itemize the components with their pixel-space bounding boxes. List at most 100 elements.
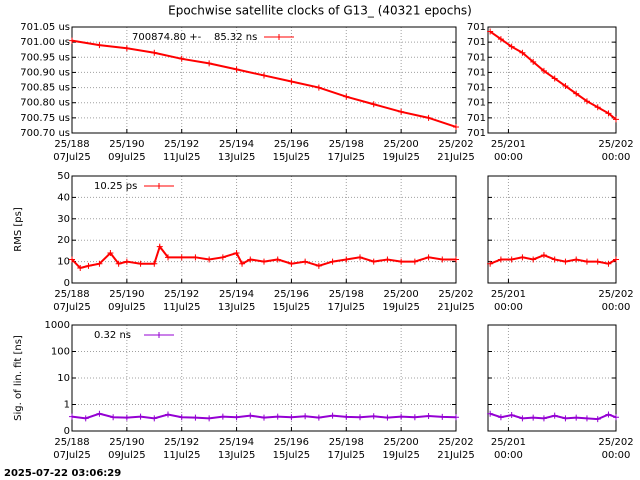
y-tick-label: 0 xyxy=(64,426,70,437)
data-point xyxy=(233,414,240,421)
y-tick-label: 700.70 us xyxy=(20,128,70,139)
data-point xyxy=(165,254,171,261)
data-point xyxy=(540,67,547,74)
x-tick-sublabel: 19Jul25 xyxy=(382,302,420,313)
data-point xyxy=(508,412,515,419)
data-point xyxy=(398,413,405,420)
data-point xyxy=(192,414,199,421)
data-point xyxy=(288,260,295,267)
data-point xyxy=(487,260,494,267)
data-point xyxy=(137,260,144,267)
x-tick-label: 25/190 xyxy=(109,139,144,150)
data-point xyxy=(508,43,515,50)
x-tick-label: 25/196 xyxy=(274,289,309,300)
x-tick-label: 25/190 xyxy=(109,437,144,448)
data-point xyxy=(219,413,226,420)
data-point xyxy=(107,250,114,257)
data-point xyxy=(165,411,171,418)
data-point xyxy=(453,256,459,263)
x-tick-label: 25/200 xyxy=(384,437,419,448)
timestamp: 2025-07-22 03:06:29 xyxy=(4,468,121,479)
x-tick-sublabel: 00:00 xyxy=(494,450,523,461)
data-point xyxy=(302,258,309,265)
x-tick-label: 25/194 xyxy=(219,289,254,300)
y-tick-label: 701 xyxy=(467,37,486,48)
x-tick-sublabel: 00:00 xyxy=(602,302,631,313)
x-tick-label: 25/202 xyxy=(438,437,473,448)
data-point xyxy=(487,410,494,417)
data-point xyxy=(370,101,377,108)
plot-frame xyxy=(487,324,617,432)
data-point xyxy=(315,84,322,91)
data-point xyxy=(573,414,580,421)
x-tick-label: 25/200 xyxy=(384,139,419,150)
legend-label: 0.32 ns xyxy=(94,330,131,341)
legend-label: 700874.80 +- 85.32 ns xyxy=(132,32,257,43)
data-point xyxy=(329,258,336,265)
y-tick-label: 700.90 us xyxy=(20,67,70,78)
data-point xyxy=(151,415,158,422)
y-tick-label: 701 xyxy=(467,67,486,78)
data-point xyxy=(605,411,612,418)
y-tick-label: 100 xyxy=(51,347,70,358)
chart-title: Epochwise satellite clocks of G13_ (4032… xyxy=(168,4,472,18)
data-point xyxy=(530,256,537,263)
data-point xyxy=(343,413,350,420)
data-point xyxy=(247,256,254,263)
data-point xyxy=(573,90,580,97)
data-point xyxy=(178,414,185,421)
x-tick-label: 25/188 xyxy=(54,437,89,448)
data-point xyxy=(453,414,459,421)
x-tick-sublabel: 00:00 xyxy=(494,302,523,313)
legend-swatch xyxy=(156,183,162,189)
data-point xyxy=(288,78,295,85)
data-point xyxy=(96,42,103,49)
x-tick-sublabel: 21Jul25 xyxy=(437,450,475,461)
y-tick-label: 50 xyxy=(57,171,70,182)
y-tick-label: 40 xyxy=(57,192,70,203)
data-point xyxy=(370,258,377,265)
legend-swatch xyxy=(276,34,282,40)
data-point xyxy=(411,414,418,421)
x-tick-sublabel: 15Jul25 xyxy=(273,450,311,461)
x-tick-label: 25/202 xyxy=(598,289,633,300)
data-point xyxy=(69,413,75,420)
data-point xyxy=(594,258,601,265)
data-point xyxy=(151,260,158,267)
x-tick-sublabel: 00:00 xyxy=(494,152,523,163)
data-point xyxy=(206,415,213,422)
x-tick-label: 25/188 xyxy=(54,289,89,300)
data-point xyxy=(530,414,537,421)
y-axis-label: Sig. of lin. fit [ns] xyxy=(13,335,24,421)
x-tick-sublabel: 13Jul25 xyxy=(218,450,256,461)
x-tick-label: 25/201 xyxy=(491,139,526,150)
data-point xyxy=(594,104,601,111)
x-tick-sublabel: 07Jul25 xyxy=(53,302,91,313)
y-tick-label: 701 xyxy=(467,83,486,94)
data-point xyxy=(613,414,619,421)
x-tick-sublabel: 11Jul25 xyxy=(163,152,201,163)
x-tick-label: 25/198 xyxy=(329,139,364,150)
data-point xyxy=(192,254,199,261)
x-tick-label: 25/202 xyxy=(438,289,473,300)
x-tick-sublabel: 11Jul25 xyxy=(163,302,201,313)
data-point xyxy=(540,252,547,259)
data-point xyxy=(613,256,619,263)
data-point xyxy=(261,72,267,79)
data-point xyxy=(439,256,446,263)
data-point xyxy=(562,83,569,90)
x-tick-label: 25/202 xyxy=(598,139,633,150)
data-point xyxy=(605,110,612,117)
plot-frame xyxy=(71,175,457,284)
x-tick-sublabel: 07Jul25 xyxy=(53,450,91,461)
data-point xyxy=(123,258,130,265)
data-point xyxy=(583,98,590,105)
y-tick-label: 700.95 us xyxy=(20,52,70,63)
x-tick-label: 25/198 xyxy=(329,437,364,448)
data-point xyxy=(519,415,526,422)
y-tick-label: 701 xyxy=(467,128,486,139)
y-tick-label: 30 xyxy=(57,214,70,225)
data-point xyxy=(178,55,185,62)
data-point xyxy=(384,256,391,263)
y-tick-label: 700.75 us xyxy=(20,113,70,124)
